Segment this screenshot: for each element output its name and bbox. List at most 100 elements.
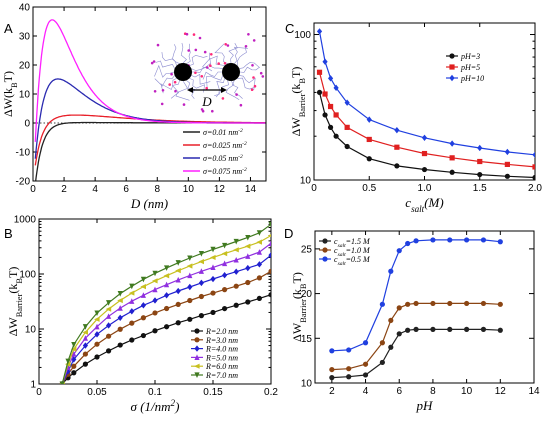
legend-label: csalt=1.0 M bbox=[334, 246, 371, 258]
data-point bbox=[106, 348, 112, 354]
y-tick-label: 10 bbox=[300, 176, 312, 187]
ion-dot bbox=[217, 62, 220, 65]
ion-dot bbox=[194, 48, 198, 52]
data-point bbox=[222, 287, 228, 293]
data-point bbox=[316, 28, 323, 35]
data-point bbox=[82, 361, 88, 367]
data-point bbox=[187, 272, 193, 279]
x-tick-label: 10 bbox=[461, 386, 473, 397]
series-line bbox=[331, 302, 501, 371]
polymer-strand bbox=[202, 71, 222, 80]
data-point bbox=[447, 326, 453, 332]
polymer-strand bbox=[154, 64, 175, 78]
data-point bbox=[210, 246, 216, 253]
data-point bbox=[233, 256, 239, 263]
data-point bbox=[106, 322, 112, 329]
polymer-strand bbox=[191, 62, 211, 71]
data-point bbox=[82, 324, 88, 330]
data-point bbox=[164, 265, 170, 271]
data-point bbox=[449, 140, 455, 147]
data-point bbox=[256, 239, 262, 245]
data-point bbox=[464, 237, 470, 243]
y-tick-label: 100 bbox=[294, 30, 311, 41]
data-point bbox=[94, 341, 100, 347]
y-tick-label: 15 bbox=[301, 334, 313, 345]
x-tick-label: 8 bbox=[430, 386, 436, 397]
x-tick-label: 2 bbox=[329, 386, 335, 397]
legend-marker bbox=[322, 247, 328, 253]
arrow-head bbox=[221, 87, 227, 93]
x-tick-label: 6 bbox=[396, 386, 402, 397]
data-point bbox=[117, 297, 123, 304]
y-tick-label: 20 bbox=[301, 289, 313, 300]
ion-dot bbox=[251, 64, 254, 67]
data-point bbox=[82, 342, 88, 349]
legend-marker bbox=[194, 337, 200, 343]
data-point bbox=[71, 363, 77, 369]
legend-label: σ=0.075 nm-2 bbox=[203, 167, 247, 176]
polymer-strand bbox=[239, 75, 256, 90]
ion-dot bbox=[244, 45, 248, 48]
ion-dot bbox=[252, 39, 256, 42]
data-point bbox=[333, 84, 339, 92]
data-point bbox=[187, 316, 193, 322]
legend-marker bbox=[194, 363, 200, 369]
polymer-strand bbox=[180, 42, 187, 64]
data-point bbox=[497, 239, 503, 245]
data-point bbox=[256, 295, 262, 302]
polymer-strand bbox=[237, 77, 256, 90]
legend-label: R=2.0 nm bbox=[205, 327, 238, 336]
polymer-strand bbox=[186, 43, 191, 64]
y-tick-label: 25 bbox=[301, 244, 313, 255]
data-point bbox=[187, 283, 193, 291]
series-4 bbox=[59, 234, 271, 384]
y-tick-label: 0 bbox=[24, 119, 30, 130]
data-point bbox=[449, 155, 455, 161]
data-point bbox=[106, 300, 112, 306]
ion-dot bbox=[187, 49, 190, 52]
data-point bbox=[233, 302, 239, 308]
data-point bbox=[430, 237, 436, 243]
legend-label: σ=0.05 nm-2 bbox=[203, 154, 243, 163]
data-point bbox=[388, 268, 394, 274]
data-point bbox=[82, 329, 88, 335]
y-axis-label: ΔWBarrier(kBT) bbox=[289, 67, 307, 137]
data-point bbox=[117, 326, 123, 332]
legend-marker bbox=[322, 256, 328, 262]
data-point bbox=[175, 320, 181, 326]
data-point bbox=[164, 324, 170, 330]
polymer-strand bbox=[154, 75, 175, 87]
series-line bbox=[318, 31, 535, 156]
data-point bbox=[329, 348, 335, 354]
polymer-strand bbox=[189, 78, 205, 93]
data-point bbox=[94, 354, 100, 360]
data-point bbox=[106, 313, 112, 319]
arrow-head bbox=[187, 87, 193, 93]
legend-label: R=4.0 nm bbox=[205, 345, 238, 354]
data-point bbox=[362, 372, 369, 378]
x-axis-label: csalt(M) bbox=[405, 195, 443, 214]
data-point bbox=[152, 286, 158, 293]
data-point bbox=[164, 305, 170, 312]
data-point bbox=[322, 112, 328, 118]
data-point bbox=[186, 263, 193, 269]
y-axis-label: ΔWBarrier(kBT) bbox=[290, 272, 308, 342]
polymer-strand bbox=[233, 46, 248, 64]
ion-dot bbox=[206, 66, 209, 69]
y-tick-label: 20 bbox=[19, 61, 31, 72]
series-1 bbox=[316, 69, 535, 170]
series-line bbox=[318, 92, 535, 179]
data-point bbox=[140, 276, 146, 283]
ion-dot bbox=[221, 97, 225, 100]
ion-dot bbox=[252, 76, 255, 79]
legend-marker bbox=[194, 328, 200, 334]
data-point bbox=[117, 314, 123, 321]
ion-dot bbox=[152, 60, 156, 63]
y-tick-label: 1000 bbox=[14, 215, 37, 226]
panel-a-letter: A bbox=[4, 21, 13, 36]
ion-dot bbox=[200, 75, 204, 78]
data-point bbox=[94, 316, 100, 322]
ion-dot bbox=[211, 109, 214, 113]
data-point bbox=[117, 305, 123, 311]
data-point bbox=[175, 287, 181, 295]
